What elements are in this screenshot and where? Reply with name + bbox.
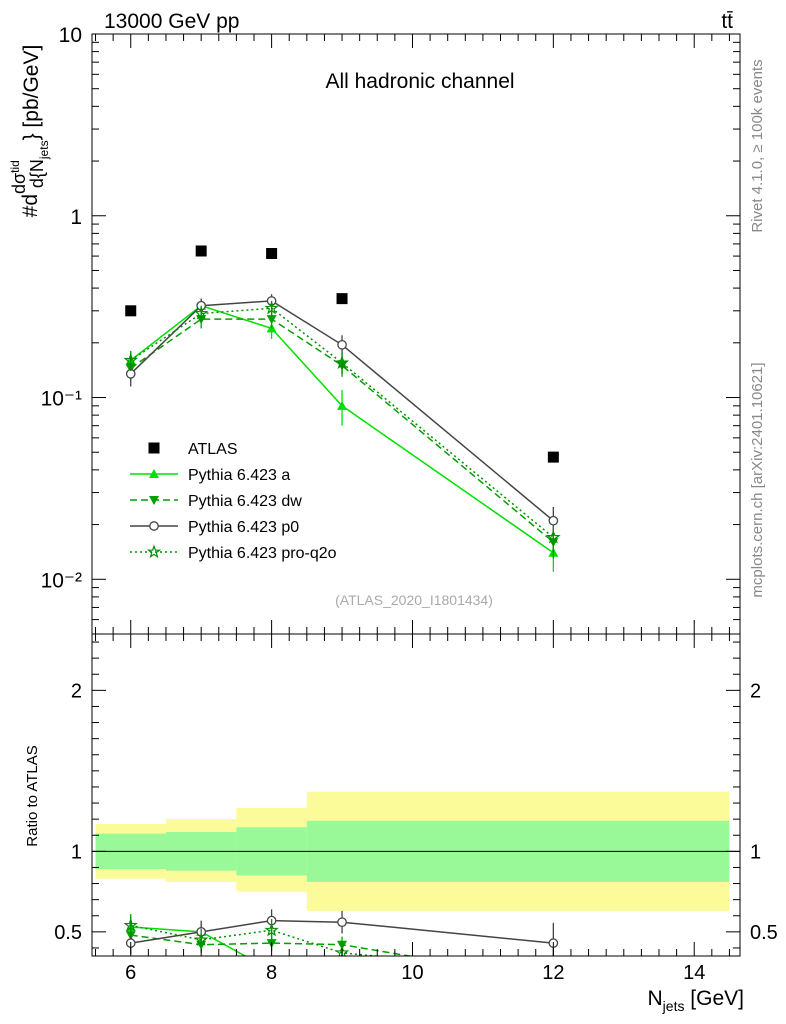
ratio-y-tick-label: 1: [71, 841, 82, 863]
y-tick-label: 10⁻²: [41, 569, 82, 592]
legend-marker: [149, 496, 159, 505]
series-marker: [194, 305, 209, 320]
legend-marker: [148, 442, 160, 454]
main-frame: [91, 33, 741, 635]
series-marker: [337, 400, 348, 410]
x-tick-label: 8: [266, 962, 277, 984]
x-axis-label: Njets [GeV]: [648, 987, 745, 1014]
ratio-series-marker: [123, 917, 138, 932]
analysis-tag: (ATLAS_2020_I1801434): [335, 592, 493, 608]
ratio-panel: 0.5 0.51 12 26 8 10 12 14: [54, 633, 778, 992]
x-tick-label: 10: [401, 962, 423, 984]
legend-label: Pythia 6.423 p0: [188, 519, 299, 536]
ratio-y-tick-label-right: 0.5: [750, 922, 778, 944]
legend: ATLAS Pythia 6.423 a Pythia 6.423 dw Pythia…: [130, 441, 337, 562]
ratio-series-marker: [337, 975, 347, 984]
legend-marker: [149, 521, 159, 531]
series-marker: [548, 515, 559, 526]
ratio-series-marker: [548, 983, 558, 992]
legend-label: Pythia 6.423 a: [188, 467, 290, 484]
x-tick-label: 14: [683, 962, 705, 984]
ratio-y-tick-label-right: 1: [750, 841, 761, 863]
rivet-label: Rivet 4.1.0, ≥ 100k events: [749, 59, 766, 232]
main-y-axis-label: #ddσtid d{Njets} [pb/GeV]: [8, 45, 51, 218]
ratio-series-marker: [337, 917, 347, 928]
ratio-series-marker: [264, 922, 279, 937]
ratio-series-line: [130, 934, 414, 956]
y-tick-label: 10⁻¹: [41, 388, 82, 411]
series-marker: [266, 315, 277, 325]
ratio-y-tick-label: 0.5: [54, 922, 82, 944]
main-title: All hadronic channel: [325, 70, 514, 93]
ratio-y-axis-label: Ratio to ATLAS: [24, 745, 41, 846]
series-marker: [337, 339, 347, 350]
atlas-point: [195, 245, 207, 257]
atlas-point: [336, 293, 348, 305]
x-tick-label: 12: [542, 962, 564, 984]
series-marker: [123, 352, 138, 367]
y-tick-label: 10: [59, 24, 82, 47]
ratio-series-line: [130, 926, 247, 956]
series-marker: [334, 355, 350, 370]
legend-marker: [149, 469, 159, 478]
y-tick-label: 1: [70, 206, 82, 229]
mcplots-label: mcplots.cern.ch [arXiv:2401.10621]: [749, 362, 766, 597]
legend-label: Pythia 6.423 dw: [188, 493, 302, 510]
main-panel: 10 1 10⁻¹ 10⁻² ATLAS Pythia 6.423 a Pythia 6.4…: [41, 24, 741, 635]
series-marker: [264, 300, 279, 315]
energy-label: 13000 GeV pp: [104, 10, 239, 33]
ratio-series-marker: [194, 932, 209, 947]
atlas-point: [125, 305, 137, 317]
series-marker: [546, 529, 561, 544]
ratio-y-tick-label-right: 2: [750, 680, 761, 702]
legend-label: ATLAS: [188, 441, 238, 458]
ratio-y-tick-label: 2: [71, 680, 82, 702]
atlas-point: [547, 451, 559, 463]
legend-label: Pythia 6.423 pro-q2o: [188, 545, 337, 562]
process-label: tt̄: [721, 10, 733, 33]
atlas-point: [266, 247, 278, 259]
ratio-plot-area: [92, 791, 740, 992]
ratio-frame: [91, 633, 741, 957]
x-tick-label: 6: [125, 962, 136, 984]
legend-marker: [146, 544, 162, 559]
